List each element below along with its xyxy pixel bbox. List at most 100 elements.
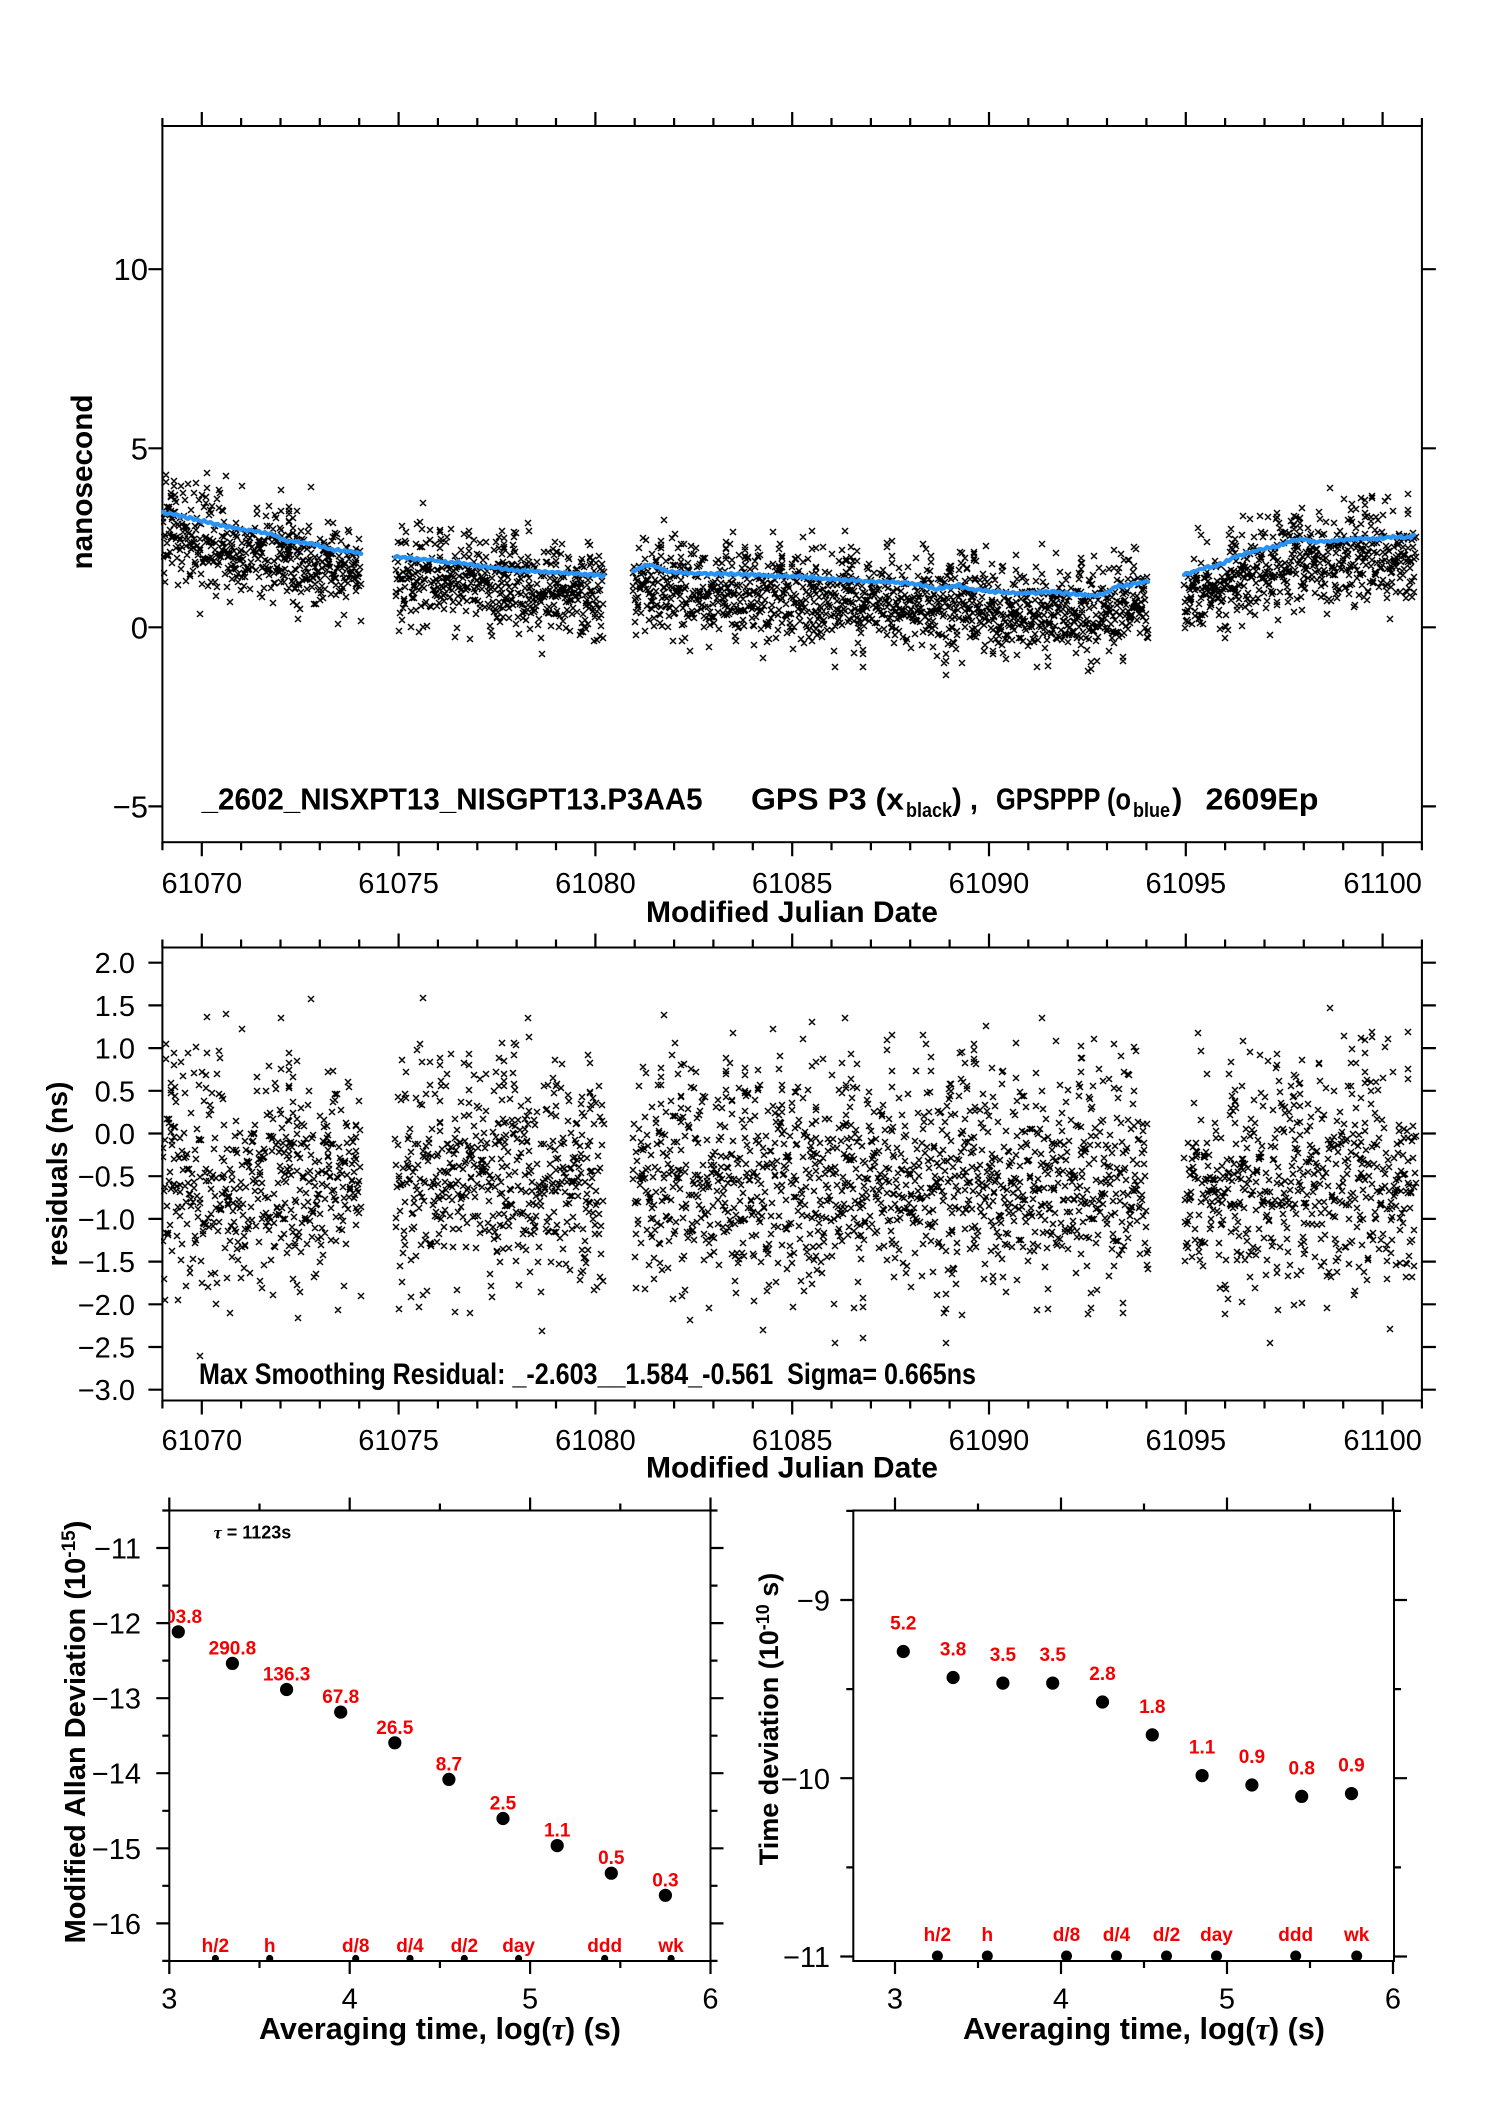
- svg-text:2.5: 2.5: [490, 1794, 517, 1815]
- svg-text:wk: wk: [1343, 1925, 1370, 1946]
- svg-text:nanosecond: nanosecond: [66, 395, 99, 570]
- svg-text:61075: 61075: [358, 1425, 439, 1457]
- svg-text:Averaging time, log(τ) (s): Averaging time, log(τ) (s): [259, 2011, 621, 2046]
- svg-text:136.3: 136.3: [263, 1665, 311, 1686]
- svg-text:GPS P3 (x: GPS P3 (x: [751, 782, 905, 817]
- svg-text:−12: −12: [92, 1609, 141, 1641]
- svg-text:Modified Julian Date: Modified Julian Date: [646, 1452, 938, 1485]
- svg-text:1.1: 1.1: [544, 1821, 571, 1842]
- svg-text:5: 5: [131, 431, 148, 466]
- svg-text:61085: 61085: [752, 868, 833, 900]
- svg-text:0.0: 0.0: [95, 1119, 135, 1151]
- svg-text:61085: 61085: [752, 1425, 833, 1457]
- svg-text:61080: 61080: [555, 868, 636, 900]
- svg-text:61100: 61100: [1343, 868, 1422, 900]
- svg-text:−2.0: −2.0: [78, 1290, 135, 1322]
- svg-text:−15: −15: [92, 1834, 141, 1866]
- svg-text:3.5: 3.5: [990, 1645, 1017, 1666]
- svg-text:67.8: 67.8: [322, 1687, 359, 1708]
- svg-text:−11: −11: [783, 1942, 830, 1974]
- svg-text:61070: 61070: [161, 868, 242, 900]
- svg-text:61095: 61095: [1145, 868, 1226, 900]
- svg-text:d/8: d/8: [1053, 1925, 1080, 1946]
- svg-text:5: 5: [522, 1984, 538, 2016]
- svg-text:ddd: ddd: [1278, 1925, 1313, 1946]
- svg-text:h: h: [264, 1936, 276, 1957]
- svg-text:residuals (ns): residuals (ns): [42, 1082, 74, 1267]
- svg-text:5.2: 5.2: [890, 1614, 916, 1635]
- svg-text:wk: wk: [657, 1936, 684, 1957]
- svg-text:0.8: 0.8: [1288, 1758, 1314, 1779]
- svg-text:Time deviation (10-10 s): Time deviation (10-10 s): [753, 1573, 784, 1866]
- svg-text:4: 4: [342, 1984, 358, 2016]
- svg-text:Averaging time, log(τ) (s): Averaging time, log(τ) (s): [963, 2011, 1325, 2046]
- svg-text:−9: −9: [797, 1586, 830, 1618]
- svg-text:0.5: 0.5: [598, 1848, 625, 1869]
- svg-text:d/2: d/2: [451, 1936, 478, 1957]
- svg-text:6: 6: [702, 1984, 718, 2016]
- svg-text:−1.5: −1.5: [78, 1247, 135, 1279]
- svg-text:τ = 1123s: τ = 1123s: [214, 1522, 292, 1542]
- svg-text:−3.0: −3.0: [78, 1375, 135, 1407]
- svg-text:−14: −14: [92, 1759, 141, 1791]
- svg-text:h/2: h/2: [202, 1936, 229, 1957]
- svg-text:−1.0: −1.0: [78, 1204, 135, 1236]
- svg-text:0.9: 0.9: [1239, 1747, 1265, 1768]
- svg-text:0: 0: [131, 610, 148, 645]
- svg-text:d/4: d/4: [1103, 1925, 1131, 1946]
- svg-text:−13: −13: [92, 1684, 141, 1716]
- svg-text:0.5: 0.5: [95, 1076, 135, 1108]
- svg-text:−0.5: −0.5: [78, 1162, 135, 1194]
- svg-text:d/8: d/8: [342, 1936, 369, 1957]
- svg-text:61100: 61100: [1343, 1425, 1422, 1457]
- svg-text:Modified Allan Deviation (10-1: Modified Allan Deviation (10-15): [59, 1521, 92, 1944]
- svg-text:3.8: 3.8: [940, 1640, 966, 1661]
- svg-text:2.8: 2.8: [1089, 1664, 1115, 1685]
- svg-text:10: 10: [114, 252, 148, 287]
- svg-text:61090: 61090: [949, 1425, 1030, 1457]
- svg-text:−11: −11: [94, 1534, 141, 1566]
- svg-text:): ): [1172, 782, 1182, 817]
- svg-text:61070: 61070: [161, 1425, 242, 1457]
- svg-text:1.1: 1.1: [1189, 1738, 1216, 1759]
- svg-text:blue: blue: [1133, 800, 1170, 822]
- svg-text:black: black: [906, 800, 953, 822]
- svg-text:2609Ep: 2609Ep: [1206, 782, 1319, 817]
- svg-text:h/2: h/2: [924, 1925, 951, 1946]
- svg-text:1.0: 1.0: [95, 1034, 135, 1066]
- svg-text:26.5: 26.5: [376, 1718, 413, 1739]
- svg-text:2.0: 2.0: [95, 948, 135, 980]
- svg-text:_2602_NISXPT13_NISGPT13.P3AA5: _2602_NISXPT13_NISGPT13.P3AA5: [201, 782, 703, 817]
- svg-text:6: 6: [1385, 1984, 1401, 2016]
- svg-text:8.7: 8.7: [436, 1754, 462, 1775]
- svg-text:h: h: [981, 1925, 993, 1946]
- svg-text:61095: 61095: [1145, 1425, 1226, 1457]
- svg-text:d/4: d/4: [396, 1936, 424, 1957]
- svg-text:−2.5: −2.5: [78, 1333, 135, 1365]
- svg-text:−5: −5: [113, 789, 148, 824]
- svg-text:Max Smoothing Residual: _-2.60: Max Smoothing Residual: _-2.603__1.584_-…: [199, 1358, 976, 1391]
- svg-text:d/2: d/2: [1153, 1925, 1180, 1946]
- svg-text:1.5: 1.5: [95, 991, 135, 1023]
- svg-text:0.9: 0.9: [1338, 1756, 1364, 1777]
- svg-text:503.8: 503.8: [155, 1607, 203, 1628]
- svg-text:1.8: 1.8: [1139, 1697, 1165, 1718]
- svg-text:290.8: 290.8: [209, 1638, 257, 1659]
- svg-text:61075: 61075: [358, 868, 439, 900]
- svg-text:day: day: [1200, 1925, 1233, 1946]
- svg-text:Modified Julian Date: Modified Julian Date: [646, 896, 938, 929]
- svg-text:day: day: [502, 1936, 535, 1957]
- svg-text:−16: −16: [92, 1909, 141, 1941]
- svg-text:ddd: ddd: [587, 1936, 622, 1957]
- svg-text:0.3: 0.3: [652, 1870, 678, 1891]
- svg-text:3: 3: [887, 1984, 903, 2016]
- svg-text:61090: 61090: [949, 868, 1030, 900]
- svg-text:4: 4: [1053, 1984, 1069, 2016]
- svg-text:) ,: ) ,: [952, 782, 978, 817]
- svg-text:−10: −10: [781, 1764, 830, 1796]
- svg-text:GPSPPP (o: GPSPPP (o: [996, 782, 1131, 817]
- svg-text:3.5: 3.5: [1039, 1645, 1066, 1666]
- svg-text:61080: 61080: [555, 1425, 636, 1457]
- svg-text:3: 3: [161, 1984, 177, 2016]
- svg-text:5: 5: [1219, 1984, 1235, 2016]
